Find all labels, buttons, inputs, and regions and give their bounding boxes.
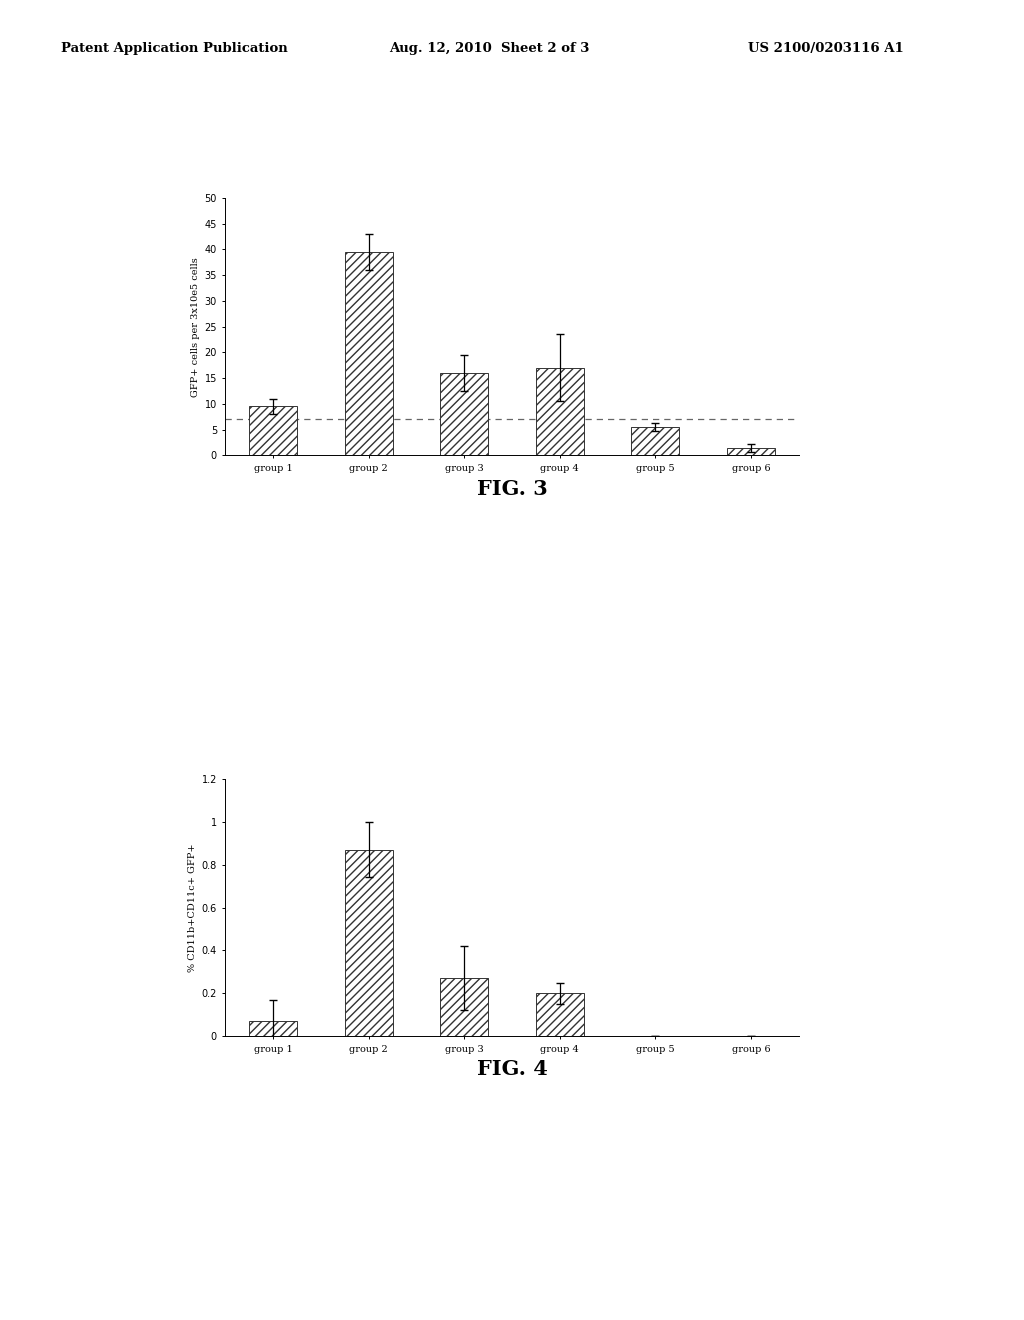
Text: FIG. 4: FIG. 4 — [476, 1059, 548, 1078]
Bar — [345, 252, 392, 455]
Text: Patent Application Publication: Patent Application Publication — [61, 42, 288, 55]
Y-axis label: % CD11b+CD11c+ GFP+: % CD11b+CD11c+ GFP+ — [188, 843, 198, 972]
Bar — [440, 978, 488, 1036]
Bar — [727, 447, 775, 455]
Bar — [440, 374, 488, 455]
Text: Aug. 12, 2010  Sheet 2 of 3: Aug. 12, 2010 Sheet 2 of 3 — [389, 42, 590, 55]
Bar — [249, 407, 297, 455]
Bar — [345, 850, 392, 1036]
Text: FIG. 3: FIG. 3 — [476, 479, 548, 499]
Y-axis label: GFP+ cells per 3x10e5 cells: GFP+ cells per 3x10e5 cells — [191, 257, 201, 396]
Bar — [536, 368, 584, 455]
Bar — [536, 993, 584, 1036]
Bar — [249, 1022, 297, 1036]
Text: US 2100/0203116 A1: US 2100/0203116 A1 — [748, 42, 903, 55]
Bar — [632, 428, 679, 455]
